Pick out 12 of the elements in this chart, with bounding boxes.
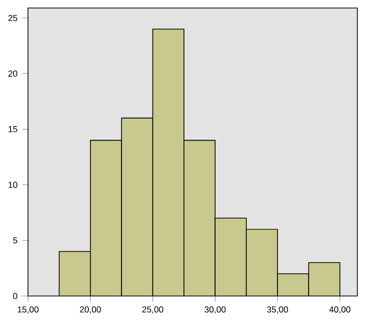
- y-tick-label: 20: [8, 70, 18, 77]
- x-tick-label: 20,00: [80, 306, 101, 314]
- y-tick-label: 10: [8, 182, 18, 188]
- y-tick-label: 5: [13, 237, 18, 244]
- y-tick-label: 0: [13, 292, 18, 300]
- x-tick-label: 30,00: [204, 306, 226, 314]
- x-tick-label: 35,00: [266, 306, 288, 314]
- x-tick-label: 40,00: [329, 306, 350, 314]
- x-tick-label: 15,00: [18, 306, 38, 314]
- y-tick-label: 15: [8, 126, 18, 132]
- y-tick-label: 25: [8, 14, 18, 22]
- x-tick-label: 25,00: [142, 306, 164, 314]
